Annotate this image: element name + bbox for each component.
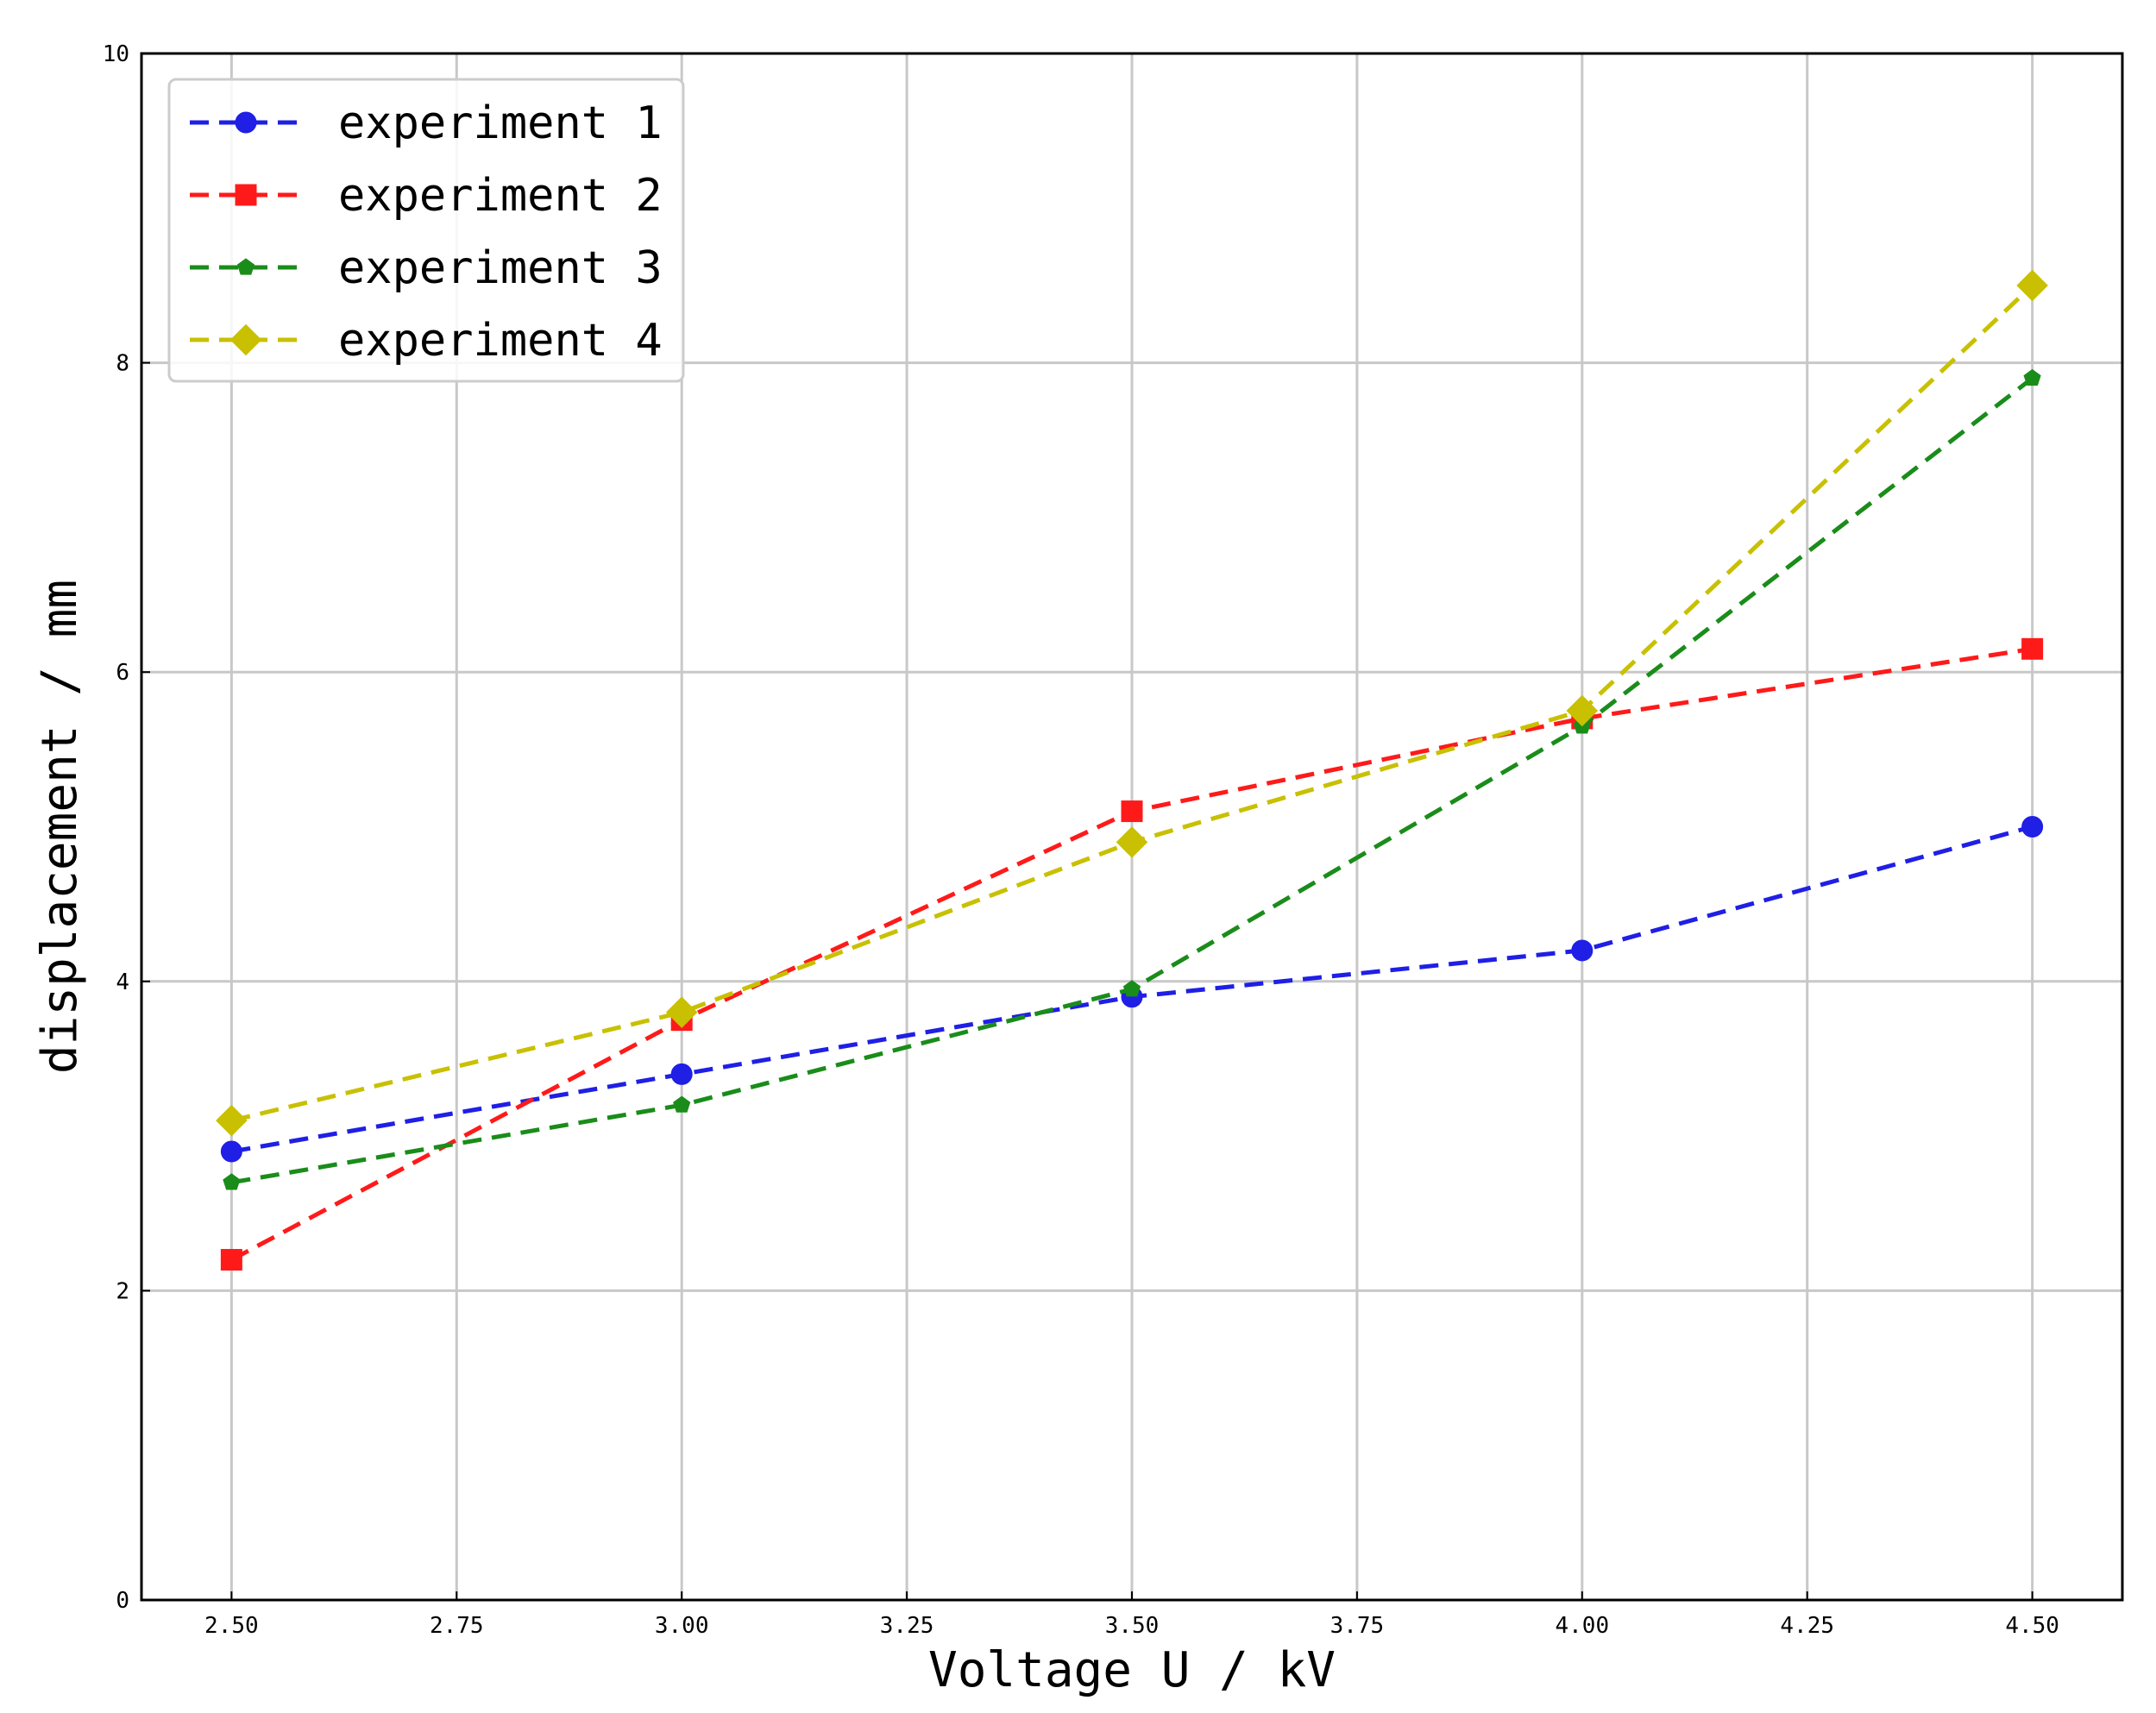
legend-marker [229,323,262,356]
y-tick-label: 10 [103,41,129,67]
data-point [216,1104,248,1137]
series-experiment-3 [223,368,2041,1190]
data-point [220,1249,242,1271]
y-tick-label: 2 [116,1278,129,1304]
legend: experiment 1 experiment 2 experiment 3 expe… [167,78,685,383]
legend-marker [235,111,257,134]
legend-item: experiment 3 [190,242,663,294]
series-experiment-4 [216,269,2048,1137]
x-tick-label: 3.25 [880,1613,934,1639]
y-tick-label: 4 [116,969,129,995]
x-tick-label: 2.50 [204,1613,259,1639]
data-point [1571,939,1593,962]
data-point [670,1063,693,1085]
x-tick-label: 2.75 [430,1613,484,1639]
x-tick-label: 3.00 [655,1613,709,1639]
data-point [1116,826,1148,858]
y-tick-label: 6 [116,660,129,686]
legend-label: experiment 3 [338,242,663,294]
x-tick-label: 3.50 [1105,1613,1160,1639]
x-tick-label: 4.25 [1780,1613,1834,1639]
legend-label: experiment 4 [338,315,663,367]
y-tick-label: 8 [116,351,129,377]
legend-label: experiment 1 [338,97,663,149]
data-point [2023,368,2041,386]
x-axis-label: Voltage U / kV [928,1642,1336,1698]
x-tick-label: 4.50 [2005,1613,2059,1639]
data-point [2016,269,2048,302]
data-point [665,996,698,1028]
legend-marker [236,258,255,275]
data-point [1566,694,1599,727]
data-point [2021,637,2044,660]
x-tick-label: 3.75 [1330,1613,1385,1639]
legend-label: experiment 2 [338,170,663,222]
data-point [220,1140,242,1163]
legend-item: experiment 1 [190,97,663,149]
data-point [673,1095,691,1113]
legend-box [167,78,685,383]
legend-item: experiment 2 [190,170,663,222]
y-tick-label: 0 [116,1588,129,1614]
x-tick-label: 4.00 [1556,1613,1610,1639]
legend-item: experiment 4 [190,315,663,367]
legend-marker [235,184,257,206]
data-point [1122,980,1141,997]
data-point [2021,816,2044,838]
y-axis-label: displacement / mm [32,580,88,1074]
axis-ticks: 2.50 2.75 3.00 3.25 3.50 3.75 4.00 4.25 4.50 0 2 4 6… [103,41,2059,1639]
data-point [223,1173,241,1190]
series-lines [216,269,2048,1271]
data-point [1121,800,1143,823]
